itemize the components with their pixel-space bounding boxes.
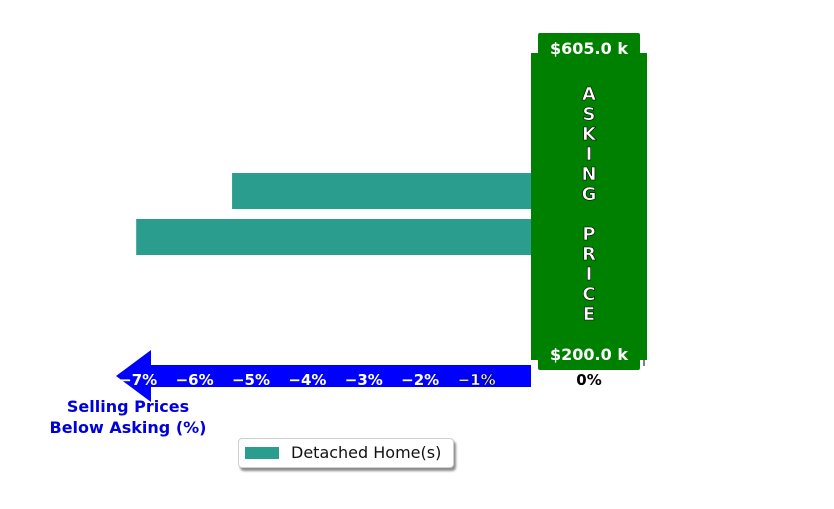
x-tick-label: −5%: [232, 371, 270, 389]
x-axis-caption-line-1: Selling Prices: [66, 397, 190, 416]
title-letter: G: [582, 184, 597, 205]
title-letter: N: [581, 164, 596, 185]
title-letter: K: [582, 124, 597, 145]
bottom-price-badge: [538, 340, 640, 370]
x-tick-label: −3%: [345, 371, 383, 389]
legend: Detached Home(s): [238, 438, 454, 468]
title-letter: R: [582, 244, 596, 265]
title-letter: I: [586, 264, 593, 285]
bars-layer: [136, 173, 531, 255]
legend-swatch: [245, 447, 279, 459]
title-letter: P: [582, 224, 595, 245]
bar-0: [232, 173, 531, 209]
bottom-price-label: $200.0 k: [550, 345, 628, 364]
x-axis-caption: Selling Prices Below Asking (%): [28, 396, 228, 438]
title-letter: C: [582, 284, 595, 305]
title-letter: A: [582, 84, 596, 105]
x-tick-label: −2%: [401, 371, 439, 389]
title-letter: I: [586, 144, 593, 165]
x-axis-caption-line-2: Below Asking (%): [49, 418, 207, 437]
asking-price-bar: [531, 53, 647, 360]
axis-arrow: [116, 350, 531, 402]
title-letter: S: [583, 104, 596, 125]
x-tick-label: −6%: [176, 371, 214, 389]
x-tick-label: −4%: [288, 371, 326, 389]
x-tick-labels: −7% −6% −5% −4% −3% −2% −1% 0%: [119, 371, 602, 390]
title-letter: E: [583, 304, 595, 325]
top-price-label: $605.0 k: [550, 39, 628, 58]
x-axis-arrow: [116, 350, 531, 402]
legend-label: Detached Home(s): [291, 443, 442, 462]
x-tick-label: −1%: [458, 371, 496, 389]
x-tick-label: 0%: [576, 371, 601, 389]
x-tick-label: −7%: [119, 371, 157, 389]
bar-1: [136, 219, 531, 255]
top-price-badge: [538, 33, 640, 61]
